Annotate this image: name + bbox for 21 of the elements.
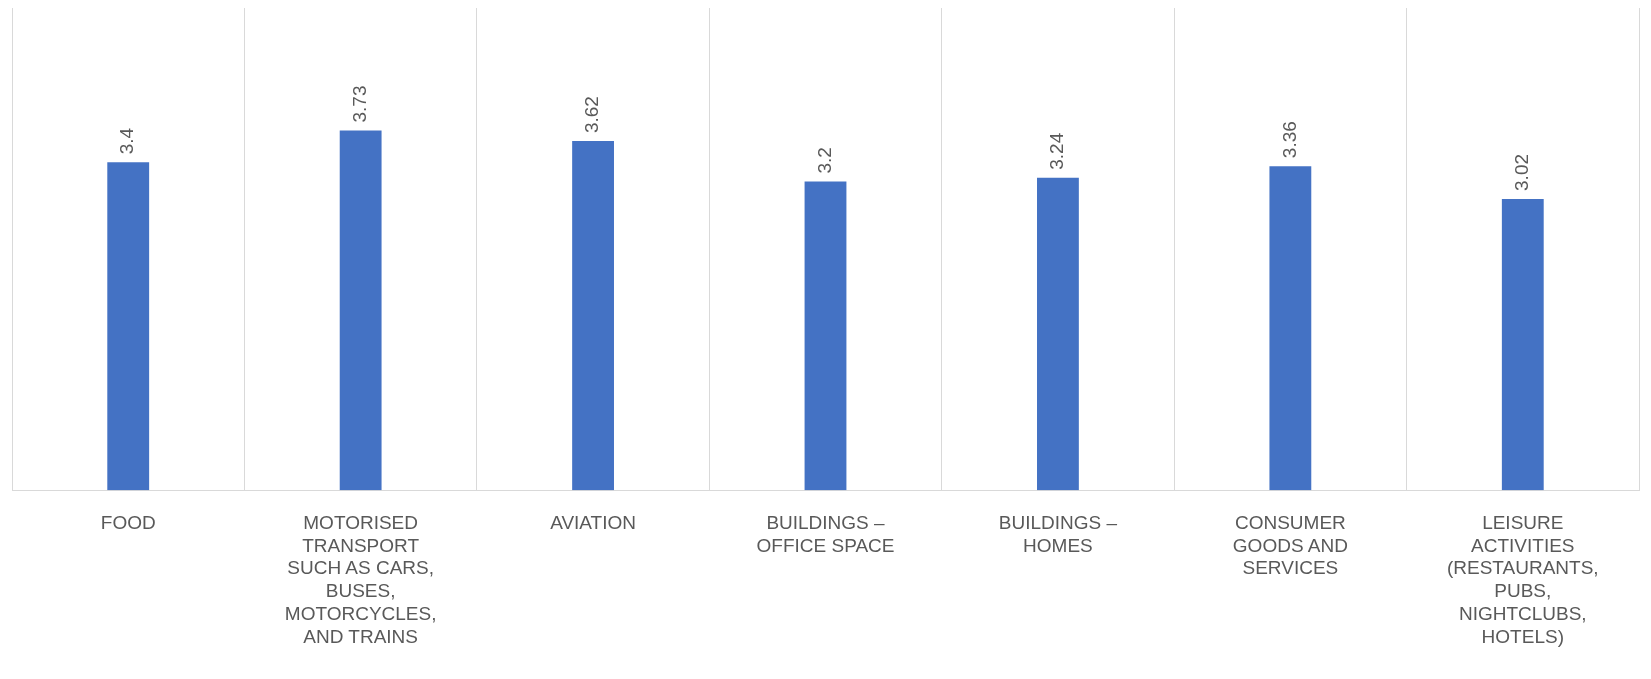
x-tick-label: BUILDINGS – HOMES [998,511,1118,556]
bar [339,130,382,491]
x-tick-label: CONSUMER GOODS AND SERVICES [1232,511,1348,579]
data-label: 3.62 [581,96,603,134]
data-label: 3.2 [813,147,835,174]
data-label: 3.36 [1278,121,1300,159]
bar [1037,177,1079,491]
x-tick-label: AVIATION [550,511,637,533]
x-tick-label: MOTORISED TRANSPORT SUCH AS CARS, BUSES, MOTORCYCLES, AND TRAINS [284,511,437,647]
bar [1269,166,1312,491]
x-tick-label: FOOD [100,511,156,533]
bar [572,141,614,491]
data-label: 3.24 [1046,132,1068,170]
x-tick-label: BUILDINGS – OFFICE SPACE [756,511,895,556]
bar [804,181,847,491]
bar [1501,198,1544,491]
x-tick-label: LEISURE ACTIVITIES (RESTAURANTS, PUBS, NIGHTCLUBS, HOTELS) [1446,511,1599,647]
data-label: 3.4 [116,127,138,155]
data-label: 3.02 [1511,153,1533,191]
data-label: 3.73 [348,85,370,123]
bar [107,162,150,491]
